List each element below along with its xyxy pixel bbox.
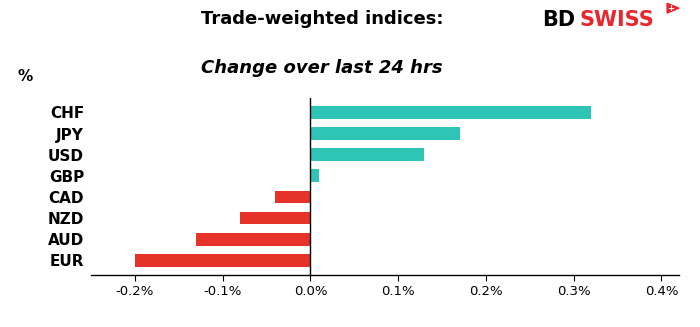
Text: SWISS: SWISS (580, 10, 655, 30)
Text: Change over last 24 hrs: Change over last 24 hrs (201, 59, 443, 77)
Bar (275, 191, 310, 203)
Bar (240, 212, 310, 224)
Text: BD: BD (542, 10, 575, 30)
Bar (310, 127, 460, 140)
Bar (310, 148, 424, 161)
Text: +: + (667, 4, 674, 13)
Bar (135, 254, 310, 267)
Text: Trade-weighted indices:: Trade-weighted indices: (201, 10, 443, 28)
Bar (196, 233, 310, 246)
Text: %: % (18, 69, 33, 84)
Bar (310, 169, 319, 182)
Bar (310, 106, 592, 119)
